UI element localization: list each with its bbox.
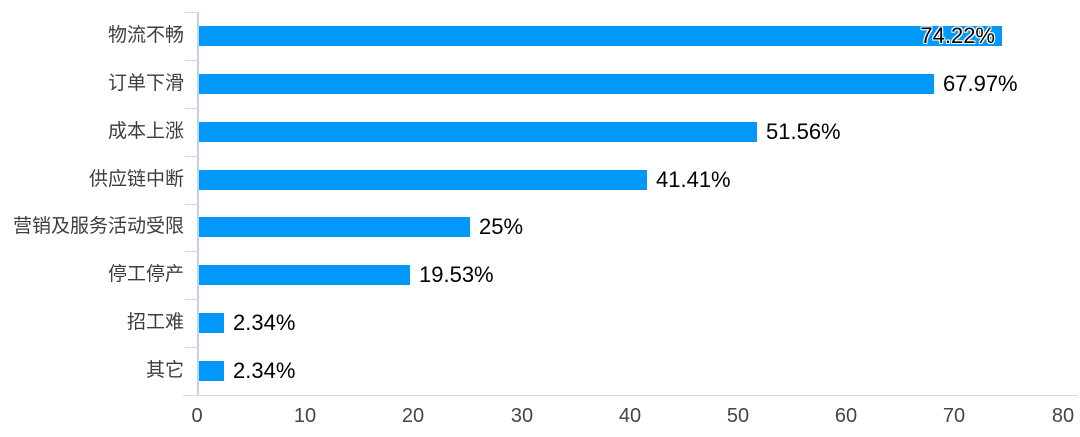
value-label: 19.53% — [419, 262, 494, 287]
y-axis-tick — [185, 60, 198, 61]
y-axis-tick — [185, 347, 198, 348]
value-label: 67.97% — [943, 71, 1018, 96]
value-label: 74.22% — [920, 23, 995, 48]
value-label: 2.34% — [233, 310, 296, 335]
value-label: 41.41% — [656, 167, 731, 192]
bar[interactable] — [199, 313, 224, 333]
category-label: 营销及服务活动受限 — [12, 216, 184, 237]
bar[interactable] — [199, 217, 470, 237]
x-axis-tick-label: 0 — [191, 405, 203, 427]
bar[interactable] — [199, 122, 757, 142]
y-axis-tick — [185, 156, 198, 157]
value-label: 51.56% — [766, 119, 841, 144]
x-axis-tick-label: 50 — [726, 405, 750, 427]
y-axis-tick — [185, 299, 198, 300]
bar[interactable] — [199, 74, 934, 94]
bar[interactable] — [199, 265, 410, 285]
category-label: 停工停产 — [107, 264, 184, 285]
x-axis-line — [183, 395, 1078, 396]
y-axis-tick — [185, 108, 198, 109]
x-axis-tick-label: 20 — [401, 405, 425, 427]
value-label: 2.34% — [233, 358, 296, 383]
bar[interactable] — [199, 170, 647, 190]
category-label: 供应链中断 — [88, 169, 184, 190]
category-label: 招工难 — [126, 312, 184, 333]
category-label: 成本上涨 — [107, 121, 184, 142]
y-axis-tick — [185, 251, 198, 252]
category-label: 订单下滑 — [107, 73, 184, 94]
x-axis-tick-label: 10 — [293, 405, 317, 427]
value-label: 25% — [479, 214, 524, 239]
x-axis-tick-label: 30 — [510, 405, 534, 427]
x-axis-tick-label: 70 — [942, 405, 966, 427]
bar[interactable] — [199, 361, 224, 381]
y-axis-tick — [185, 204, 198, 205]
x-axis-tick-label: 40 — [618, 405, 642, 427]
y-axis-line — [197, 12, 199, 395]
category-label: 其它 — [145, 360, 184, 381]
bar[interactable] — [199, 26, 1002, 46]
x-axis-tick-label: 60 — [834, 405, 858, 427]
x-axis-tick-label: 80 — [1051, 405, 1075, 427]
y-axis-tick — [185, 12, 198, 13]
category-label: 物流不畅 — [107, 25, 184, 46]
